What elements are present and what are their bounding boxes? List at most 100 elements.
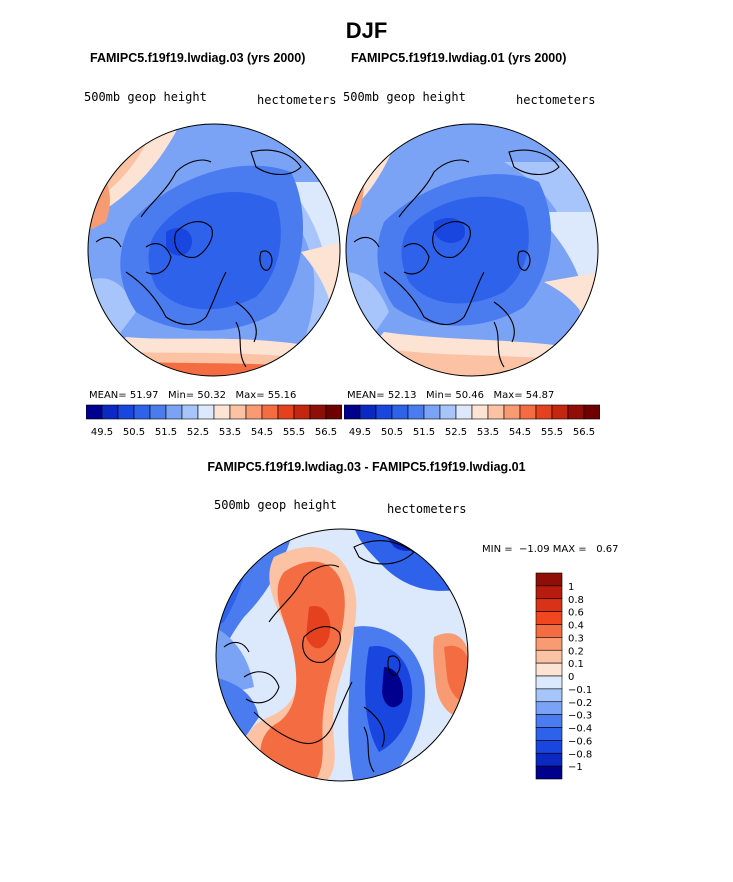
panel1-colorbar-swatch — [277, 404, 295, 420]
diff-colorbar-swatch — [535, 727, 563, 741]
panel2-colorbar-swatch — [519, 404, 537, 420]
panel1-max-label: Max= — [235, 390, 265, 401]
panel2-colorbar-swatch — [423, 404, 441, 420]
panel1-colorbar-swatch — [86, 404, 103, 420]
panel2-map — [345, 123, 599, 377]
diff-colorbar-swatch — [535, 675, 563, 690]
panel2-mean-label: MEAN= — [347, 390, 385, 401]
panel1-colorbar-swatch — [325, 404, 342, 420]
diff-colorbar-tick-label: 0.8 — [568, 595, 584, 606]
panel1-colorbar-tick-label: 50.5 — [123, 427, 145, 438]
diff-field-label: 500mb geop height — [214, 498, 337, 512]
panel2-max-label: Max= — [493, 390, 523, 401]
diff-colorbar-swatch — [535, 585, 563, 600]
diff-minmax: MIN = −1.09 MAX = 0.67 — [482, 544, 619, 555]
panel2-colorbar-swatch — [359, 404, 377, 420]
panel1-case-title: FAMIPC5.f19f19.lwdiag.03 (yrs 2000) — [90, 51, 306, 65]
diff-colorbar-swatch — [535, 740, 563, 754]
panel1-colorbar-swatch — [181, 404, 199, 420]
diff-colorbar-tick-label: 0 — [568, 672, 574, 683]
panel2-colorbar-swatch — [583, 404, 600, 420]
diff-colorbar-tick-label: 0.4 — [568, 621, 584, 632]
panel2-colorbar-tick-label: 51.5 — [413, 427, 435, 438]
diff-colorbar-swatch — [535, 765, 563, 780]
panel2-colorbar-swatch — [503, 404, 521, 420]
panel2-colorbar-swatch — [567, 404, 585, 420]
panel1-colorbar-tick-label: 56.5 — [315, 427, 337, 438]
diff-colorbar-swatch — [535, 714, 563, 728]
panel1-colorbar-swatch — [309, 404, 327, 420]
panel1-colorbar-swatch — [133, 404, 151, 420]
panel2-colorbar-swatch — [471, 404, 489, 420]
panel1-colorbar-tick-label: 55.5 — [283, 427, 305, 438]
panel1-colorbar: 49.5 50.5 51.5 52.5 53.5 54.5 55.5 56.5 — [86, 404, 342, 438]
panel1-colorbar-tick-label: 52.5 — [187, 427, 209, 438]
panel2-colorbar-tick-label: 53.5 — [477, 427, 499, 438]
diff-colorbar-tick-label: 0.1 — [568, 659, 584, 670]
panel2-colorbar-swatch — [535, 404, 553, 420]
page-title: DJF — [345, 18, 388, 43]
panel2-colorbar-swatch — [407, 404, 425, 420]
panel1-mean-value: 51.97 — [129, 390, 159, 401]
panel1-mean-label: MEAN= — [89, 390, 127, 401]
diff-colorbar-swatch — [535, 611, 563, 625]
panel2-colorbar-swatch — [439, 404, 457, 420]
panel1-colorbar-swatch — [165, 404, 183, 420]
panel2-colorbar-tick-label: 56.5 — [573, 427, 595, 438]
diff-colorbar-tick-label: 1 — [568, 582, 574, 593]
diff-colorbar-swatch — [535, 752, 563, 767]
diff-colorbar-swatch — [535, 688, 563, 703]
panel2-mean-value: 52.13 — [387, 390, 417, 401]
panel2-colorbar-swatch — [455, 404, 473, 420]
panel2-colorbar-swatch — [487, 404, 505, 420]
diff-colorbar: 1 0.8 0.6 0.40.3 0.2 0.1 0 −0.1 −0.2 −0.3 −0.4−0.6… — [535, 572, 592, 780]
panel1-colorbar-swatch — [261, 404, 279, 420]
panel2-min-label: Min= — [426, 390, 453, 401]
panel1-colorbar-swatch — [213, 404, 231, 420]
diff-colorbar-tick-label: −0.2 — [568, 698, 592, 709]
diff-colorbar-tick-label: 0.2 — [568, 646, 584, 657]
panel2-stats: MEAN= 52.13 Min= 50.46 Max= 54.87 — [347, 390, 554, 401]
diff-colorbar-tick-label: −0.3 — [568, 711, 592, 722]
panel2-colorbar-swatch — [375, 404, 393, 420]
panel2-case-title: FAMIPC5.f19f19.lwdiag.01 (yrs 2000) — [351, 51, 567, 65]
panel1-colorbar-swatch — [149, 404, 167, 420]
panel2-colorbar-tick-label: 55.5 — [541, 427, 563, 438]
panel2-colorbar-tick-label: 54.5 — [509, 427, 531, 438]
panel2-colorbar: 49.5 50.5 51.5 52.5 53.5 54.5 55.5 56.5 — [344, 404, 600, 438]
diff-units-label: hectometers — [387, 502, 467, 516]
panel2-field-label: 500mb geop height — [343, 90, 466, 104]
panel2-min-value: 50.46 — [455, 390, 484, 401]
diff-colorbar-tick-label: −0.8 — [568, 749, 592, 760]
diff-colorbar-swatch — [535, 624, 563, 638]
panel1-colorbar-swatch — [197, 404, 215, 420]
panel1-colorbar-swatch — [117, 404, 135, 420]
diff-colorbar-tick-label: −0.4 — [568, 724, 592, 735]
panel2-colorbar-tick-label: 50.5 — [381, 427, 403, 438]
panel1-map — [87, 123, 341, 377]
panel1-colorbar-tick-label: 51.5 — [155, 427, 177, 438]
diff-colorbar-swatch — [535, 662, 563, 677]
panel2-colorbar-swatch — [391, 404, 409, 420]
panel1-min-value: 50.32 — [197, 390, 226, 401]
diff-colorbar-tick-label: −0.6 — [568, 736, 592, 747]
diff-colorbar-swatch — [535, 598, 563, 612]
diff-colorbar-swatch — [535, 572, 563, 587]
panel2-max-value: 54.87 — [525, 390, 555, 401]
diff-colorbar-tick-label: −1 — [568, 762, 583, 773]
panel2-units-label: hectometers — [516, 93, 596, 107]
panel1-colorbar-swatch — [101, 404, 119, 420]
panel1-colorbar-tick-label: 53.5 — [219, 427, 241, 438]
panel1-colorbar-swatch — [293, 404, 311, 420]
panel2-colorbar-swatch — [551, 404, 569, 420]
diff-colorbar-swatch — [535, 649, 563, 664]
diff-colorbar-tick-label: 0.6 — [568, 608, 584, 619]
panel1-colorbar-swatch — [229, 404, 247, 420]
panel1-stats: MEAN= 51.97 Min= 50.32 Max= 55.16 — [89, 390, 296, 401]
diff-colorbar-swatch — [535, 637, 563, 651]
diff-map — [215, 528, 469, 782]
panel1-units-label: hectometers — [257, 93, 337, 107]
diff-title: FAMIPC5.f19f19.lwdiag.03 - FAMIPC5.f19f1… — [207, 460, 526, 474]
diff-colorbar-swatch — [535, 701, 563, 715]
panel1-field-label: 500mb geop height — [84, 90, 207, 104]
